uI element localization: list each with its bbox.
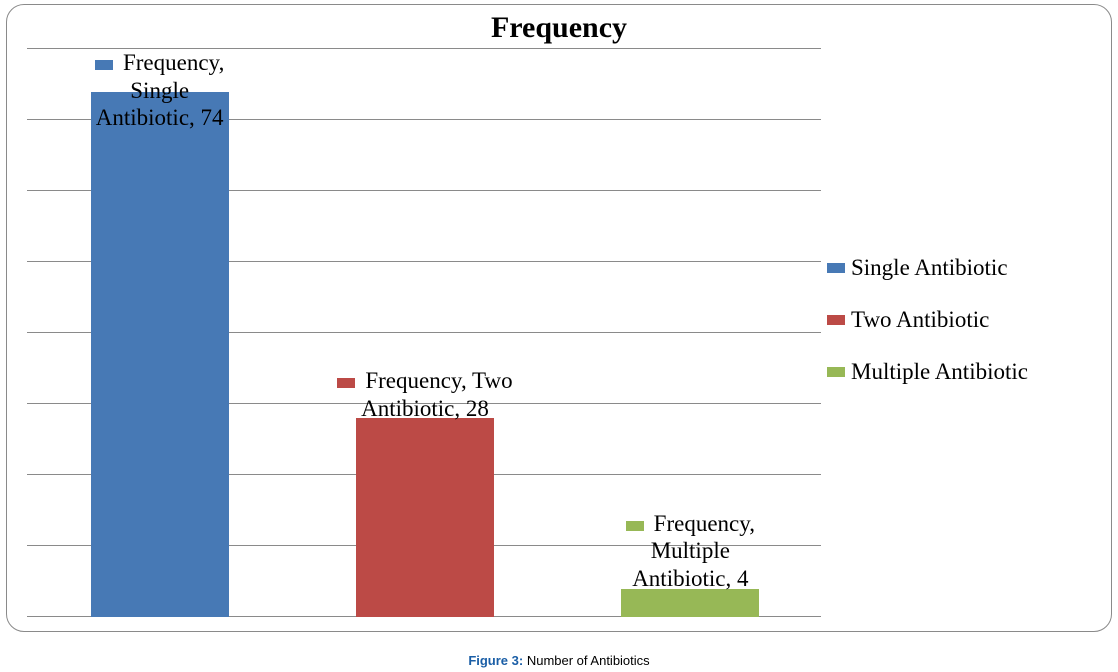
- data-label-text: Frequency,: [123, 50, 224, 75]
- chart-title: Frequency: [7, 11, 1111, 45]
- legend-label: Single Antibiotic: [851, 255, 1008, 281]
- legend-label: Two Antibiotic: [851, 307, 989, 333]
- legend-item: Two Antibiotic: [827, 307, 1097, 333]
- bar: [621, 589, 759, 617]
- bar: [356, 418, 494, 617]
- bar: [91, 92, 229, 617]
- legend-swatch: [827, 367, 845, 377]
- bars-container: Frequency,SingleAntibiotic, 74Frequency,…: [27, 51, 821, 617]
- legend-label: Multiple Antibiotic: [851, 359, 1028, 385]
- legend: Single Antibiotic Two Antibiotic Multiple …: [827, 255, 1097, 411]
- data-label-text: Antibiotic, 74: [34, 104, 286, 132]
- data-label-text: Frequency,: [654, 511, 755, 536]
- bar-data-label: Frequency,SingleAntibiotic, 74: [34, 49, 286, 132]
- plot-area: Frequency,SingleAntibiotic, 74Frequency,…: [27, 51, 821, 617]
- caption-text: Number of Antibiotics: [527, 653, 650, 668]
- data-label-text: Single: [34, 77, 286, 105]
- legend-swatch: [827, 263, 845, 273]
- bar-data-label: Frequency, TwoAntibiotic, 28: [299, 367, 551, 422]
- data-label-text: Antibiotic, 4: [564, 565, 816, 593]
- legend-item: Multiple Antibiotic: [827, 359, 1097, 385]
- legend-swatch: [827, 315, 845, 325]
- data-label-text: Frequency, Two: [365, 368, 512, 393]
- data-label-marker: [626, 521, 644, 531]
- figure-caption: Figure 3: Number of Antibiotics: [0, 653, 1118, 668]
- data-label-text: Multiple: [564, 537, 816, 565]
- chart-frame: Frequency Frequency,SingleAntibiotic, 74…: [6, 4, 1112, 632]
- bar-data-label: Frequency,MultipleAntibiotic, 4: [564, 510, 816, 593]
- data-label-marker: [337, 378, 355, 388]
- data-label-text: Antibiotic, 28: [299, 395, 551, 423]
- legend-item: Single Antibiotic: [827, 255, 1097, 281]
- caption-prefix: Figure 3:: [468, 653, 527, 668]
- data-label-marker: [95, 60, 113, 70]
